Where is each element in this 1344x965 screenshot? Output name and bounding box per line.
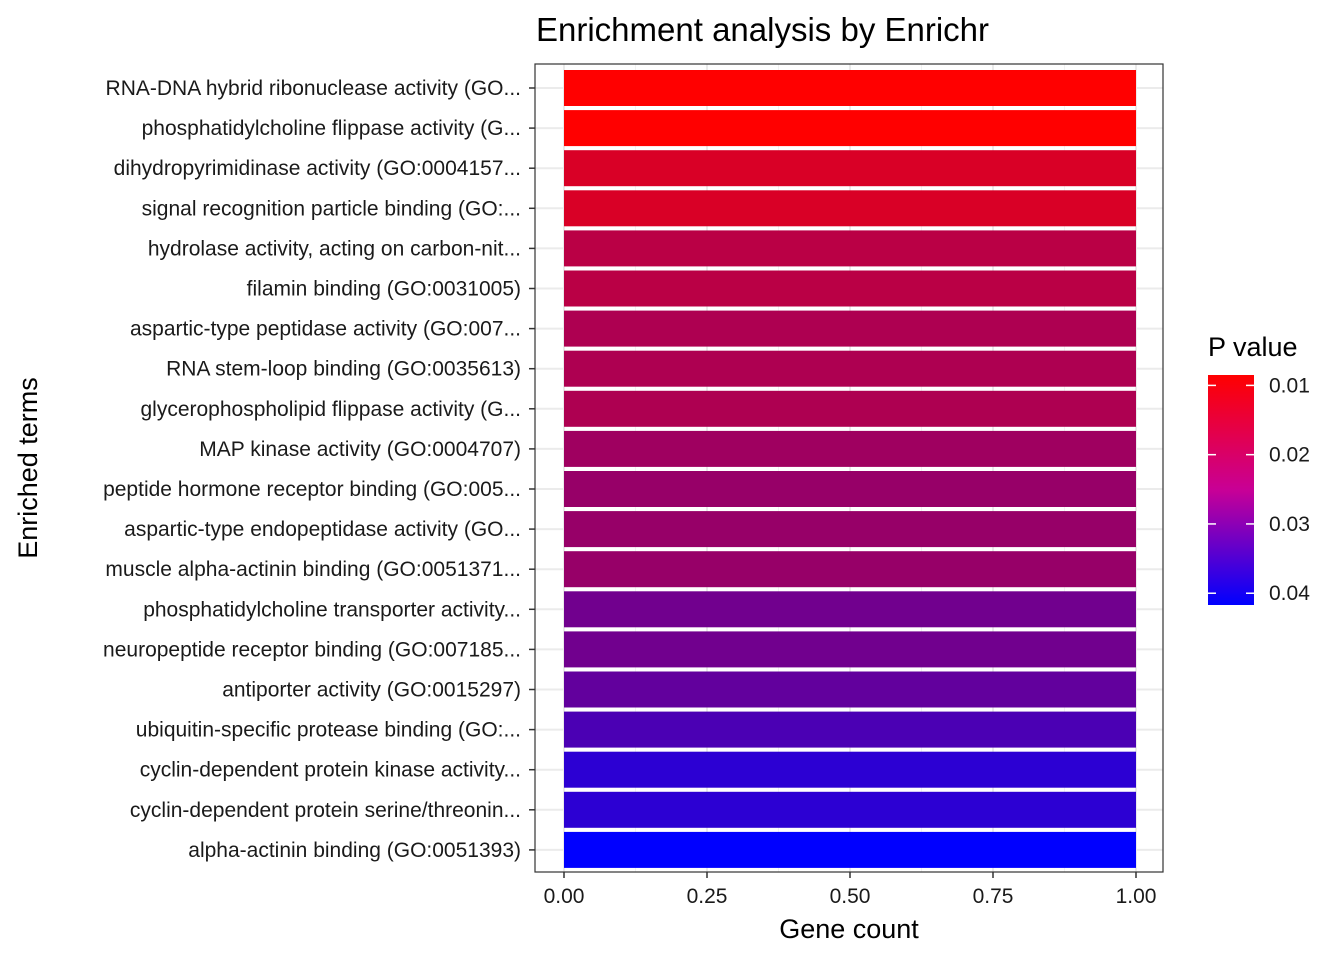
y-tick-label: cyclin-dependent protein kinase activity… (140, 759, 521, 782)
legend-tick-label: 0.04 (1269, 582, 1310, 605)
y-tick-label: cyclin-dependent protein serine/threonin… (130, 799, 521, 822)
y-tick-label: MAP kinase activity (GO:0004707) (199, 438, 521, 461)
bar (564, 110, 1136, 147)
bar (564, 551, 1136, 588)
bar (564, 791, 1136, 828)
y-axis: RNA-DNA hybrid ribonuclease activity (GO… (103, 77, 535, 862)
legend-title: P value (1208, 332, 1298, 362)
bar (564, 350, 1136, 387)
bar (564, 230, 1136, 267)
legend-colorbar (1208, 375, 1254, 605)
y-tick-label: ubiquitin-specific protease binding (GO:… (136, 719, 521, 742)
y-tick-label: aspartic-type endopeptidase activity (GO… (124, 518, 521, 541)
bar (564, 190, 1136, 227)
x-tick-label: 0.25 (687, 885, 728, 908)
legend-ticks: 0.01 0.02 0.03 0.04 (1208, 374, 1310, 605)
y-tick-label: glycerophospholipid flippase activity (G… (140, 398, 521, 421)
x-axis: 0.00 0.25 0.50 0.75 1.00 (544, 872, 1157, 908)
bar (564, 310, 1136, 347)
y-tick-label: signal recognition particle binding (GO:… (142, 197, 521, 220)
x-tick-label: 0.50 (830, 885, 871, 908)
bar (564, 751, 1136, 788)
legend-tick-label: 0.03 (1269, 513, 1310, 536)
y-tick-label: aspartic-type peptidase activity (GO:007… (130, 318, 521, 341)
y-tick-label: RNA stem-loop binding (GO:0035613) (166, 358, 521, 381)
x-axis-title: Gene count (779, 914, 919, 944)
legend: P value 0.01 0.02 0.03 0.04 (1208, 332, 1310, 605)
bar (564, 511, 1136, 548)
y-tick-label: filamin binding (GO:0031005) (247, 278, 521, 301)
x-tick-label: 1.00 (1116, 885, 1157, 908)
bar (564, 671, 1136, 708)
bar (564, 270, 1136, 307)
legend-tick-label: 0.01 (1269, 374, 1310, 397)
y-tick-label: phosphatidylcholine flippase activity (G… (142, 117, 521, 140)
y-tick-label: RNA-DNA hybrid ribonuclease activity (GO… (106, 77, 521, 100)
x-tick-label: 0.75 (973, 885, 1014, 908)
y-tick-label: antiporter activity (GO:0015297) (222, 679, 521, 702)
y-tick-label: peptide hormone receptor binding (GO:005… (103, 478, 521, 501)
y-tick-label: dihydropyrimidinase activity (GO:0004157… (114, 157, 521, 180)
bar (564, 711, 1136, 748)
x-tick-label: 0.00 (544, 885, 585, 908)
y-tick-label: alpha-actinin binding (GO:0051393) (188, 839, 521, 862)
chart-title: Enrichment analysis by Enrichr (536, 11, 989, 48)
panel-border (534, 63, 1164, 873)
bar (564, 471, 1136, 507)
legend-tick-label: 0.02 (1269, 444, 1310, 467)
y-axis-title: Enriched terms (13, 377, 43, 559)
y-tick-label: phosphatidylcholine transporter activity… (143, 598, 521, 621)
bar (564, 70, 1136, 106)
bar (564, 430, 1136, 467)
bar (564, 150, 1136, 187)
bars-layer (564, 70, 1136, 868)
y-tick-label: muscle alpha-actinin binding (GO:0051371… (105, 558, 521, 581)
bar (564, 831, 1136, 868)
bar (564, 631, 1136, 668)
bar (564, 591, 1136, 628)
y-tick-label: hydrolase activity, acting on carbon-nit… (148, 237, 521, 260)
bar (564, 390, 1136, 427)
y-tick-label: neuropeptide receptor binding (GO:007185… (103, 638, 521, 661)
